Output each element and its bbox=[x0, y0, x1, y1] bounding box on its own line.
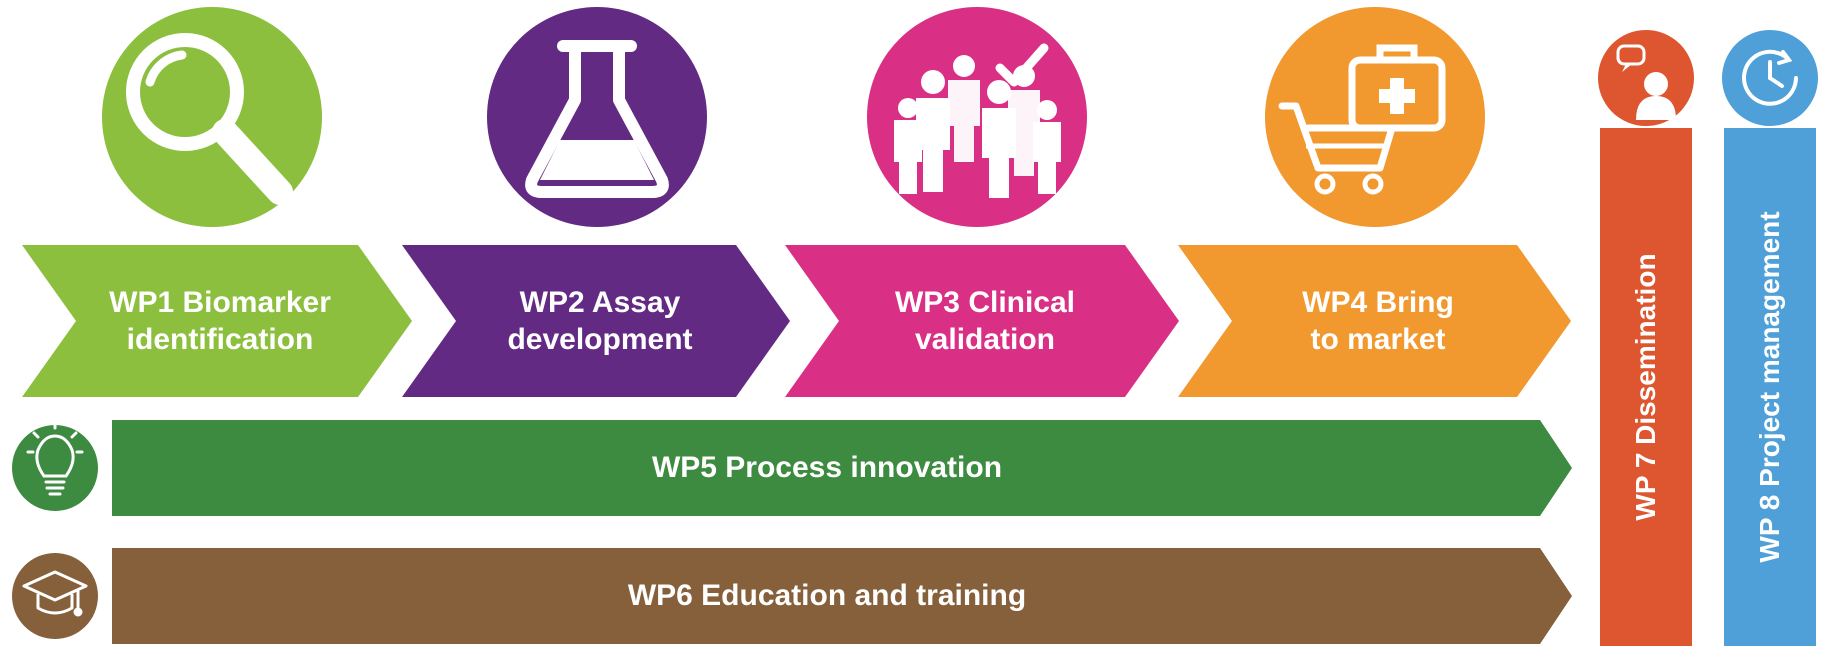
graduation-cap-icon bbox=[22, 570, 88, 617]
wp6-band bbox=[112, 548, 1572, 644]
wp4-arrow bbox=[1178, 245, 1571, 397]
wp5-band bbox=[112, 420, 1572, 516]
speaker-icon bbox=[1616, 44, 1676, 120]
wp3-circle bbox=[867, 7, 1087, 227]
wp8-bar bbox=[1724, 128, 1816, 646]
wp4-circle bbox=[1265, 7, 1485, 227]
wp1-arrow bbox=[22, 245, 412, 397]
wp7-label: WP 7 Dissemination bbox=[1630, 253, 1661, 521]
magnifier-icon bbox=[126, 33, 293, 205]
clock-icon bbox=[1742, 49, 1798, 106]
wp8-label: WP 8 Project management bbox=[1754, 211, 1785, 563]
flask-icon bbox=[525, 40, 669, 198]
lightbulb-icon bbox=[26, 420, 84, 496]
wp7-bar bbox=[1600, 128, 1692, 646]
cart-medkit-icon bbox=[1278, 44, 1446, 195]
wp3-arrow bbox=[785, 245, 1179, 397]
wp2-circle bbox=[487, 7, 707, 227]
wp6-icon-circle bbox=[12, 553, 98, 639]
wp1-circle bbox=[102, 7, 322, 227]
wp2-arrow bbox=[402, 245, 790, 397]
people-check-icon bbox=[894, 43, 1061, 198]
wp5-icon-circle bbox=[12, 425, 98, 511]
